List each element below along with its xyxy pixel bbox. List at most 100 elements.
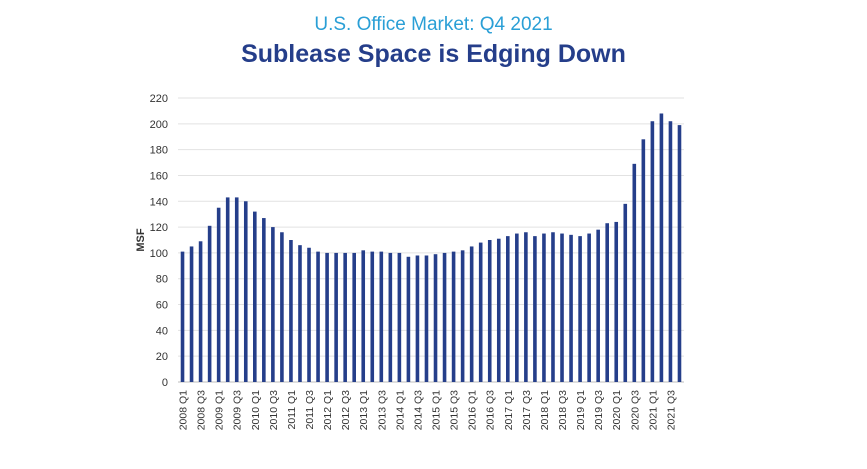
x-tick-label: 2012 Q1 bbox=[322, 390, 334, 430]
bar bbox=[397, 252, 402, 382]
x-tick-label: 2013 Q1 bbox=[358, 390, 370, 430]
bar bbox=[253, 211, 257, 382]
bar bbox=[650, 121, 655, 383]
bar bbox=[298, 245, 302, 382]
bar bbox=[406, 256, 411, 382]
bar bbox=[243, 201, 248, 382]
bar bbox=[216, 207, 221, 382]
x-tick-label: 2011 Q3 bbox=[304, 390, 316, 430]
bar bbox=[198, 241, 203, 382]
y-tick-label: 60 bbox=[156, 300, 168, 312]
x-tick-label: 2016 Q3 bbox=[485, 390, 497, 430]
x-tick-label: 2014 Q1 bbox=[394, 390, 406, 430]
bar bbox=[551, 232, 555, 382]
bar bbox=[659, 113, 664, 382]
x-tick-label: 2015 Q1 bbox=[431, 390, 443, 430]
x-tick-label: 2008 Q1 bbox=[178, 390, 190, 430]
bar bbox=[424, 255, 429, 382]
bar bbox=[379, 251, 384, 382]
y-tick-label: 80 bbox=[156, 274, 168, 286]
bar bbox=[641, 139, 646, 382]
y-tick-label: 40 bbox=[156, 325, 168, 337]
bar bbox=[361, 250, 366, 382]
bar bbox=[560, 233, 564, 382]
bar bbox=[225, 197, 230, 382]
bar bbox=[307, 247, 311, 382]
x-tick-label: 2020 Q3 bbox=[629, 390, 641, 430]
x-tick-label: 2014 Q3 bbox=[412, 390, 424, 430]
y-tick-label: 100 bbox=[150, 248, 168, 260]
y-tick-label: 220 bbox=[150, 93, 168, 105]
bar bbox=[506, 236, 510, 382]
chart-subtitle: U.S. Office Market: Q4 2021 bbox=[314, 14, 553, 35]
x-tick-label: 2017 Q1 bbox=[503, 390, 515, 430]
bar bbox=[352, 252, 356, 382]
bar bbox=[569, 234, 573, 382]
bars bbox=[180, 113, 682, 383]
bar bbox=[677, 125, 682, 382]
y-axis-ticks: 0 20 40 60 80 100 120 140 160 180 200 220 bbox=[150, 93, 168, 389]
bar bbox=[524, 232, 528, 382]
x-tick-label: 2017 Q3 bbox=[521, 390, 533, 430]
bar bbox=[487, 240, 492, 382]
x-tick-label: 2021 Q1 bbox=[647, 390, 659, 430]
bar bbox=[325, 252, 329, 382]
x-tick-label: 2019 Q3 bbox=[593, 390, 605, 430]
y-tick-label: 140 bbox=[150, 196, 168, 208]
bar bbox=[587, 233, 591, 382]
x-tick-label: 2009 Q1 bbox=[214, 390, 226, 430]
bar bbox=[614, 221, 619, 382]
bar bbox=[596, 229, 600, 382]
bar bbox=[262, 218, 266, 382]
bar bbox=[271, 227, 275, 382]
bar bbox=[189, 246, 194, 382]
bar bbox=[460, 250, 465, 382]
x-tick-label: 2015 Q3 bbox=[449, 390, 461, 430]
bar bbox=[280, 232, 284, 382]
x-tick-label: 2009 Q3 bbox=[232, 390, 244, 430]
x-tick-label: 2013 Q3 bbox=[376, 390, 388, 430]
bar bbox=[668, 121, 673, 383]
x-tick-label: 2021 Q3 bbox=[665, 390, 677, 430]
x-tick-label: 2018 Q3 bbox=[557, 390, 569, 430]
bar bbox=[478, 242, 483, 382]
bar bbox=[542, 233, 546, 382]
y-tick-label: 0 bbox=[162, 377, 168, 389]
bar bbox=[289, 240, 293, 382]
bar bbox=[316, 251, 320, 382]
bar bbox=[533, 236, 537, 382]
x-tick-label: 2019 Q1 bbox=[575, 390, 587, 430]
x-tick-label: 2018 Q1 bbox=[539, 390, 551, 430]
x-axis-ticks: 2008 Q1 2008 Q3 2009 Q1 2009 Q3 2010 Q1 2010 … bbox=[178, 390, 678, 430]
bar bbox=[515, 233, 519, 382]
bar bbox=[578, 236, 582, 382]
bar bbox=[469, 246, 474, 382]
bar bbox=[496, 238, 501, 382]
bar bbox=[370, 251, 375, 382]
y-tick-label: 120 bbox=[150, 222, 168, 234]
bar bbox=[343, 252, 347, 382]
x-tick-label: 2008 Q3 bbox=[196, 390, 208, 430]
y-tick-label: 200 bbox=[150, 119, 168, 131]
y-axis-label: MSF bbox=[135, 228, 147, 252]
x-tick-label: 2020 Q1 bbox=[611, 390, 623, 430]
chart-title: Sublease Space is Edging Down bbox=[241, 40, 626, 68]
x-tick-label: 2010 Q1 bbox=[250, 390, 262, 430]
bar bbox=[234, 197, 239, 382]
bar bbox=[388, 252, 393, 382]
x-tick-label: 2012 Q3 bbox=[340, 390, 352, 430]
x-tick-label: 2011 Q1 bbox=[286, 390, 298, 430]
y-tick-label: 180 bbox=[150, 145, 168, 157]
bar bbox=[433, 254, 438, 382]
bar bbox=[180, 251, 185, 382]
y-tick-label: 160 bbox=[150, 170, 168, 182]
y-tick-label: 20 bbox=[156, 351, 168, 363]
x-tick-label: 2016 Q1 bbox=[467, 390, 479, 430]
bar bbox=[451, 251, 456, 382]
bar bbox=[623, 203, 628, 382]
bar bbox=[605, 223, 609, 382]
bar bbox=[207, 225, 212, 382]
bar bbox=[632, 163, 637, 382]
x-tick-label: 2010 Q3 bbox=[268, 390, 280, 430]
